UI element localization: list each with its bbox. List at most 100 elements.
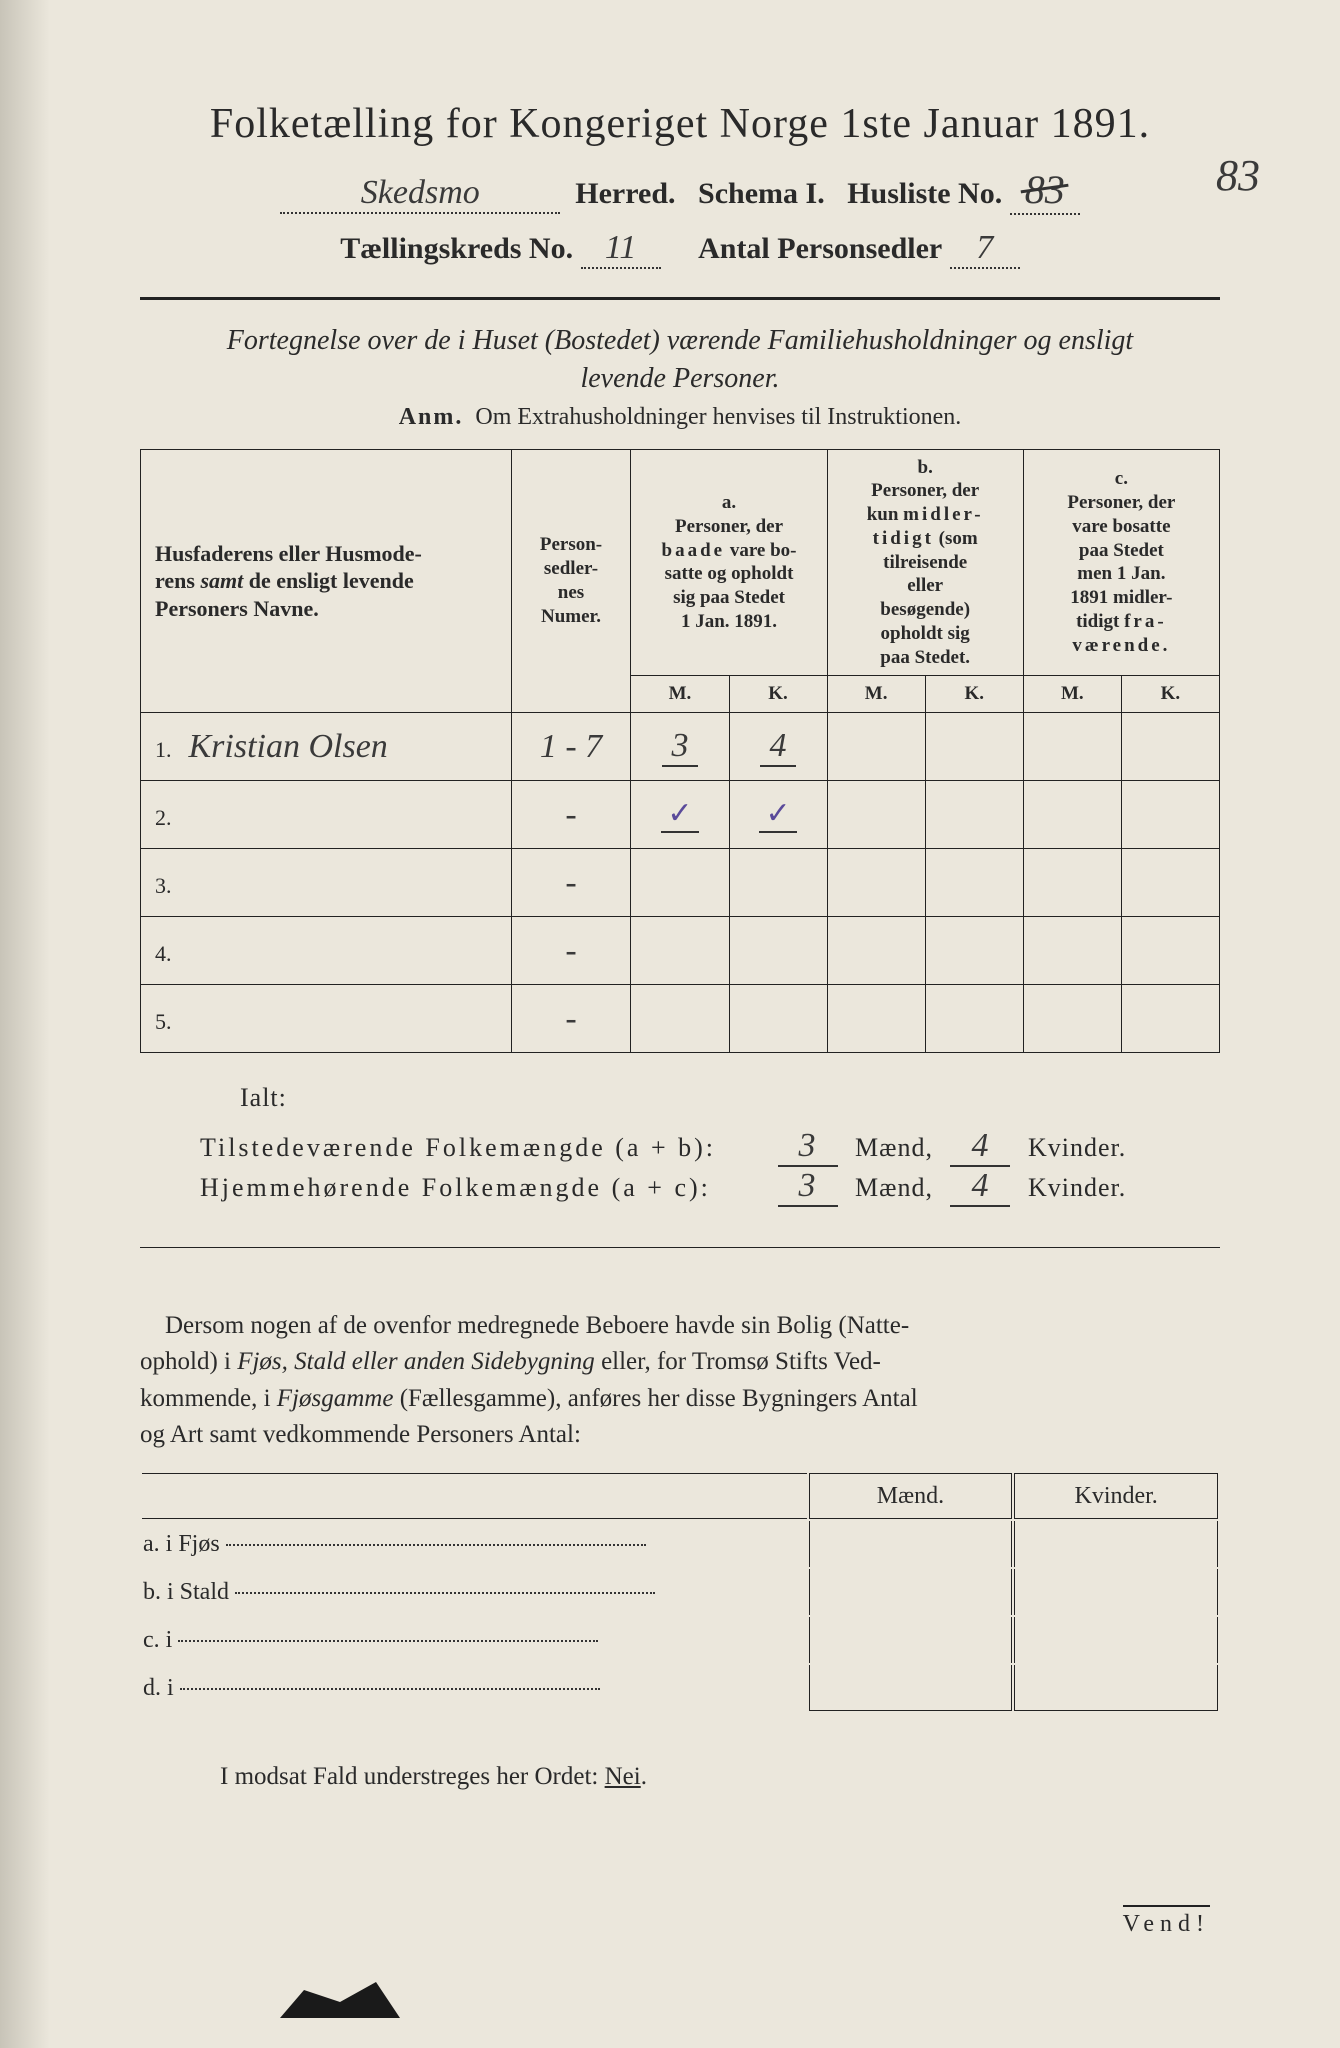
row-c-m	[1023, 985, 1121, 1053]
mk-m-hdr: Mænd.	[809, 1473, 1013, 1519]
col-b-m: M.	[827, 676, 925, 713]
tot2-m: 3	[778, 1167, 838, 1207]
row-num: 1 - 7	[511, 713, 631, 781]
subtitle-l1: Fortegnelse over de i Huset (Bostedet) v…	[227, 325, 1133, 356]
table-row: 2. -✓✓	[141, 781, 1220, 849]
row-b-m	[827, 917, 925, 985]
d-m	[809, 1665, 1013, 1711]
opt-a-text: a. i Fjøs	[143, 1531, 220, 1557]
row-b-k	[925, 781, 1023, 849]
kvinder-2: Kvinder.	[1028, 1173, 1126, 1202]
husliste-side-number: 83	[1216, 150, 1260, 201]
opt-c-text: c. i	[143, 1627, 172, 1653]
table-row: 4. -	[141, 917, 1220, 985]
row-name: 4.	[141, 917, 512, 985]
row-c-k	[1121, 849, 1219, 917]
row-c-k	[1121, 781, 1219, 849]
row-c-m	[1023, 713, 1121, 781]
row-num: -	[511, 917, 631, 985]
row-a-k: ✓	[729, 781, 827, 849]
blank-left	[142, 1473, 807, 1519]
row-c-k	[1121, 917, 1219, 985]
col-a: a. Personer, derbaade vare bo-satte og o…	[631, 449, 827, 676]
row-b-m	[827, 985, 925, 1053]
row-a-k	[729, 849, 827, 917]
row-a-k	[729, 917, 827, 985]
husliste-no-field: 83	[1010, 166, 1080, 215]
row-num: -	[511, 849, 631, 917]
page-tear	[280, 1978, 400, 2018]
row-a-m	[631, 849, 729, 917]
a-k	[1014, 1521, 1218, 1567]
col-num: Person-sedler-nesNumer.	[511, 449, 631, 713]
row-num: -	[511, 781, 631, 849]
header-line-herred: Skedsmo Herred. Schema I. Husliste No. 8…	[140, 166, 1220, 215]
col-c-k: K.	[1121, 676, 1219, 713]
col-c: c. Personer, dervare bosattepaa Stedetme…	[1023, 449, 1219, 676]
col-name: Husfaderens eller Husmode-rens samt de e…	[141, 449, 512, 713]
personsedler-value: 7	[950, 229, 1020, 269]
tot2-label: Hjemmehørende Folkemængde (a + c):	[200, 1173, 760, 1203]
totals-block: Ialt: Tilstedeværende Folkemængde (a + b…	[200, 1083, 1220, 1207]
divider-2	[140, 1247, 1220, 1248]
maend-1: Mænd,	[855, 1133, 933, 1162]
col-a-label: a.	[722, 492, 736, 513]
page-title: Folketælling for Kongeriget Norge 1ste J…	[140, 100, 1220, 148]
row-name: 3.	[141, 849, 512, 917]
col-b-k: K.	[925, 676, 1023, 713]
tot2-k: 4	[950, 1167, 1010, 1207]
vend-label: Vend!	[1123, 1905, 1210, 1938]
c-m	[809, 1617, 1013, 1663]
anm-text: Om Extrahusholdninger henvises til Instr…	[475, 404, 961, 430]
row-c-k	[1121, 713, 1219, 781]
tot1-label: Tilstedeværende Folkemængde (a + b):	[200, 1133, 760, 1163]
row-b-k	[925, 917, 1023, 985]
d-k	[1014, 1665, 1218, 1711]
tot1-m: 3	[778, 1127, 838, 1167]
b-m	[809, 1569, 1013, 1615]
herred-label: Herred.	[575, 177, 675, 210]
row-c-k	[1121, 985, 1219, 1053]
row-b-k	[925, 985, 1023, 1053]
row-a-m	[631, 985, 729, 1053]
row-c-m	[1023, 781, 1121, 849]
col-b: b. Personer, derkun midler-tidigt (somti…	[827, 449, 1023, 676]
a-m	[809, 1521, 1013, 1567]
row-b-k	[925, 849, 1023, 917]
c-k	[1014, 1617, 1218, 1663]
opt-b-text: b. i Stald	[143, 1579, 229, 1605]
row-name: 2.	[141, 781, 512, 849]
row-c-m	[1023, 917, 1121, 985]
row-a-k: 4	[729, 713, 827, 781]
kreds-label: Tællingskreds No.	[340, 232, 573, 265]
col-a-k: K.	[729, 676, 827, 713]
herred-value: Skedsmo	[280, 174, 560, 214]
col-a-m: M.	[631, 676, 729, 713]
row-a-k	[729, 985, 827, 1053]
opt-d: d. i	[142, 1665, 807, 1711]
opt-d-text: d. i	[143, 1675, 174, 1701]
row-name: 5.	[141, 985, 512, 1053]
col-c-label: c.	[1115, 468, 1128, 489]
row-num: -	[511, 985, 631, 1053]
schema-label: Schema I.	[698, 177, 825, 210]
ialt-label: Ialt:	[240, 1083, 1220, 1113]
nei-line: I modsat Fald understreges her Ordet: Ne…	[220, 1763, 1220, 1791]
census-form-page: Folketælling for Kongeriget Norge 1ste J…	[0, 0, 1340, 2048]
header-line-kreds: Tællingskreds No. 11 Antal Personsedler …	[140, 229, 1220, 269]
opt-b: b. i Stald	[142, 1569, 807, 1615]
husliste-label: Husliste No.	[847, 177, 1002, 210]
total-present: Tilstedeværende Folkemængde (a + b): 3 M…	[200, 1127, 1220, 1167]
personsedler-label: Antal Personsedler	[698, 232, 942, 265]
row-a-m: 3	[631, 713, 729, 781]
anm-line: Anm. Om Extrahusholdninger henvises til …	[140, 404, 1220, 431]
row-b-m	[827, 713, 925, 781]
divider	[140, 297, 1220, 300]
row-name: 1. Kristian Olsen	[141, 713, 512, 781]
row-a-m: ✓	[631, 781, 729, 849]
maend-2: Mænd,	[855, 1173, 933, 1202]
kreds-value: 11	[581, 229, 661, 269]
col-c-m: M.	[1023, 676, 1121, 713]
row-a-m	[631, 917, 729, 985]
row-b-k	[925, 713, 1023, 781]
